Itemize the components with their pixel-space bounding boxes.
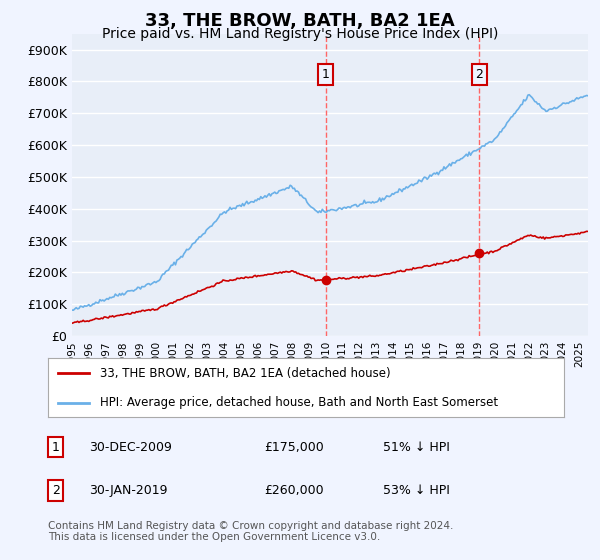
- Text: 51% ↓ HPI: 51% ↓ HPI: [383, 441, 450, 454]
- Text: 2: 2: [52, 484, 59, 497]
- Text: Price paid vs. HM Land Registry's House Price Index (HPI): Price paid vs. HM Land Registry's House …: [102, 27, 498, 41]
- Text: 2: 2: [475, 68, 484, 81]
- Text: 30-JAN-2019: 30-JAN-2019: [89, 484, 168, 497]
- Text: 33, THE BROW, BATH, BA2 1EA: 33, THE BROW, BATH, BA2 1EA: [145, 12, 455, 30]
- Text: £175,000: £175,000: [265, 441, 325, 454]
- Text: 53% ↓ HPI: 53% ↓ HPI: [383, 484, 450, 497]
- Text: 30-DEC-2009: 30-DEC-2009: [89, 441, 172, 454]
- Text: 1: 1: [322, 68, 329, 81]
- Text: 33, THE BROW, BATH, BA2 1EA (detached house): 33, THE BROW, BATH, BA2 1EA (detached ho…: [100, 367, 390, 380]
- Text: HPI: Average price, detached house, Bath and North East Somerset: HPI: Average price, detached house, Bath…: [100, 396, 498, 409]
- Text: 1: 1: [52, 441, 59, 454]
- Text: Contains HM Land Registry data © Crown copyright and database right 2024.
This d: Contains HM Land Registry data © Crown c…: [48, 521, 454, 543]
- Text: £260,000: £260,000: [265, 484, 325, 497]
